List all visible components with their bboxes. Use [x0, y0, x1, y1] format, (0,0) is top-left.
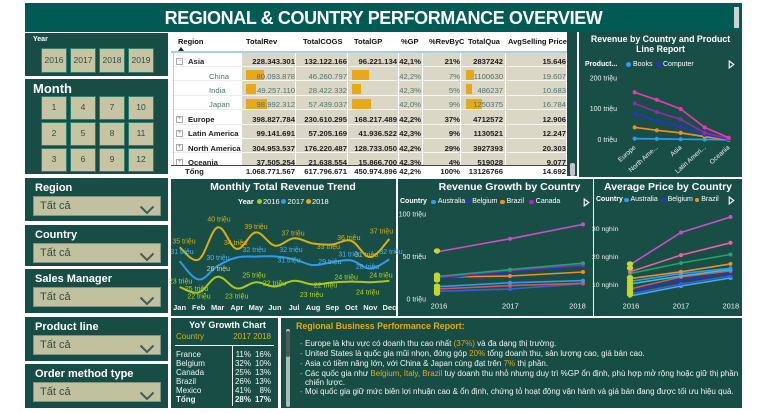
- svg-text:2018: 2018: [569, 301, 586, 310]
- svg-text:23 triệu: 23 triệu: [169, 279, 192, 286]
- svg-text:37 triệu: 37 triệu: [370, 229, 393, 236]
- svg-text:Nov: Nov: [363, 303, 378, 312]
- svg-text:0 triệu: 0 triệu: [407, 296, 427, 303]
- svg-text:Feb: Feb: [192, 303, 206, 312]
- svg-text:26 triệu: 26 triệu: [207, 266, 230, 273]
- svg-text:Mar: Mar: [211, 303, 224, 312]
- svg-text:50 triệu: 50 triệu: [403, 254, 426, 261]
- svg-text:23 triệu: 23 triệu: [300, 292, 323, 299]
- svg-text:33 triệu: 33 triệu: [317, 244, 340, 251]
- svg-text:Jun: Jun: [268, 303, 282, 312]
- svg-text:32 triệu: 32 triệu: [279, 247, 302, 254]
- svg-text:22 triệu: 22 triệu: [187, 294, 210, 301]
- svg-text:Jul: Jul: [289, 303, 300, 312]
- svg-text:25 triệu: 25 triệu: [242, 273, 265, 280]
- svg-text:24 triệu: 24 triệu: [369, 272, 392, 279]
- svg-text:24 triệu: 24 triệu: [335, 275, 358, 282]
- svg-text:35 triệu: 35 triệu: [172, 238, 195, 245]
- svg-text:34 triệu: 34 triệu: [224, 240, 247, 247]
- svg-text:22 triệu: 22 triệu: [263, 280, 286, 287]
- svg-text:0 triệu: 0 triệu: [598, 137, 618, 144]
- svg-text:100 triệu: 100 triệu: [399, 212, 426, 219]
- svg-text:39 triệu: 39 triệu: [244, 224, 267, 231]
- svg-text:Sep: Sep: [325, 303, 339, 312]
- svg-text:100 triệu: 100 triệu: [590, 106, 617, 113]
- svg-text:2017: 2017: [673, 301, 690, 310]
- svg-text:31 triệu: 31 triệu: [355, 252, 378, 259]
- svg-text:31 triệu: 31 triệu: [277, 258, 300, 265]
- svg-text:31 triệu: 31 triệu: [170, 249, 193, 256]
- svg-text:24 triệu: 24 triệu: [356, 290, 379, 297]
- svg-text:32 triệu: 32 triệu: [243, 247, 266, 254]
- svg-text:29 triệu: 29 triệu: [318, 259, 341, 266]
- svg-text:36 triệu: 36 triệu: [337, 235, 360, 242]
- svg-text:Apr: Apr: [230, 303, 243, 312]
- svg-text:Jan: Jan: [173, 303, 186, 312]
- svg-text:Dec: Dec: [383, 303, 397, 312]
- svg-text:May: May: [249, 303, 264, 312]
- svg-text:23 triệu: 23 triệu: [225, 294, 248, 301]
- svg-text:28 triệu: 28 triệu: [356, 264, 379, 271]
- svg-text:10 nghìn: 10 nghìn: [592, 282, 619, 289]
- svg-text:2016: 2016: [431, 301, 448, 310]
- svg-text:2018: 2018: [722, 301, 739, 310]
- svg-text:32 triệu: 32 triệu: [379, 249, 402, 256]
- svg-text:2017: 2017: [502, 301, 519, 310]
- svg-text:30 triệu: 30 triệu: [206, 255, 229, 262]
- svg-text:30 nghìn: 30 nghìn: [592, 226, 619, 233]
- svg-text:25 triệu: 25 triệu: [185, 286, 208, 293]
- svg-text:Asia: Asia: [669, 144, 683, 158]
- svg-text:31 triệu: 31 triệu: [338, 251, 361, 258]
- svg-text:Oceania: Oceania: [709, 144, 732, 166]
- svg-text:200 triệu: 200 triệu: [590, 75, 617, 82]
- svg-text:37 triệu: 37 triệu: [281, 231, 304, 238]
- svg-text:2016: 2016: [623, 301, 640, 310]
- svg-text:Europe: Europe: [617, 144, 638, 164]
- svg-text:22 triệu: 22 triệu: [314, 283, 337, 290]
- svg-text:20 nghìn: 20 nghìn: [592, 254, 619, 261]
- svg-text:Aug: Aug: [306, 303, 321, 312]
- svg-text:40 triệu: 40 triệu: [207, 217, 230, 224]
- svg-text:Oct: Oct: [345, 303, 358, 312]
